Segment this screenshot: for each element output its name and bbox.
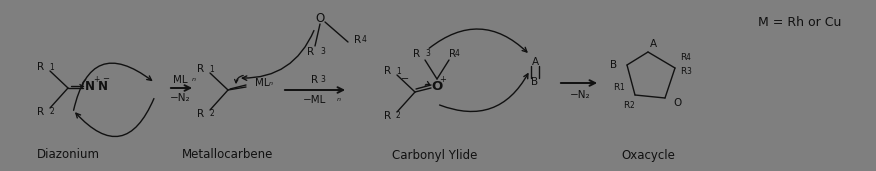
Text: B: B xyxy=(610,60,617,70)
Text: O: O xyxy=(431,81,442,94)
Text: A: A xyxy=(532,57,539,67)
Text: −: − xyxy=(401,74,409,84)
Text: 1: 1 xyxy=(396,67,400,76)
Text: R: R xyxy=(384,111,391,121)
Text: $_n$: $_n$ xyxy=(191,76,197,84)
Text: R: R xyxy=(354,35,361,45)
Text: R: R xyxy=(623,101,629,109)
Text: +: + xyxy=(93,76,99,84)
Text: $_n$: $_n$ xyxy=(336,95,342,104)
Text: ML: ML xyxy=(173,75,187,85)
Text: 3: 3 xyxy=(320,76,325,84)
Text: 3: 3 xyxy=(686,67,691,76)
Text: 2: 2 xyxy=(396,111,400,121)
Text: R: R xyxy=(37,107,44,117)
Text: M = Rh or Cu: M = Rh or Cu xyxy=(759,16,842,29)
Text: Carbonyl Ylide: Carbonyl Ylide xyxy=(392,148,477,161)
Text: 1: 1 xyxy=(619,82,624,91)
Text: A: A xyxy=(650,39,657,49)
Text: 2: 2 xyxy=(629,101,633,109)
Text: R: R xyxy=(680,54,686,62)
Text: N: N xyxy=(85,80,95,93)
Text: 2: 2 xyxy=(209,109,214,119)
Text: R: R xyxy=(37,62,44,72)
Text: Metallocarbene: Metallocarbene xyxy=(182,148,273,161)
Text: R: R xyxy=(197,64,204,74)
Text: R: R xyxy=(680,67,686,76)
Text: R: R xyxy=(613,82,619,91)
Text: 4: 4 xyxy=(455,49,460,58)
Text: R: R xyxy=(413,49,420,59)
Text: +: + xyxy=(440,76,447,84)
Text: Diazonium: Diazonium xyxy=(37,148,100,161)
Text: 3: 3 xyxy=(425,49,430,58)
Text: −ML: −ML xyxy=(303,95,327,105)
Text: $_n$: $_n$ xyxy=(268,78,273,88)
Text: O: O xyxy=(315,11,325,24)
Text: 1: 1 xyxy=(209,64,214,74)
Text: N: N xyxy=(98,80,108,93)
Text: R: R xyxy=(197,109,204,119)
Text: B: B xyxy=(532,77,539,87)
Text: Oxacycle: Oxacycle xyxy=(621,148,675,161)
Text: ML: ML xyxy=(255,78,270,88)
Text: 4: 4 xyxy=(362,36,367,44)
Text: 2: 2 xyxy=(49,108,53,116)
Text: 3: 3 xyxy=(320,48,325,56)
Text: R: R xyxy=(384,66,391,76)
Text: 4: 4 xyxy=(686,54,691,62)
Text: O: O xyxy=(673,98,682,108)
Text: −N₂: −N₂ xyxy=(569,90,590,100)
Text: R: R xyxy=(449,49,456,59)
Text: −: − xyxy=(102,75,110,83)
Text: 1: 1 xyxy=(49,62,53,71)
Text: R: R xyxy=(312,75,319,85)
Text: R: R xyxy=(307,47,314,57)
Text: −N₂: −N₂ xyxy=(170,93,190,103)
